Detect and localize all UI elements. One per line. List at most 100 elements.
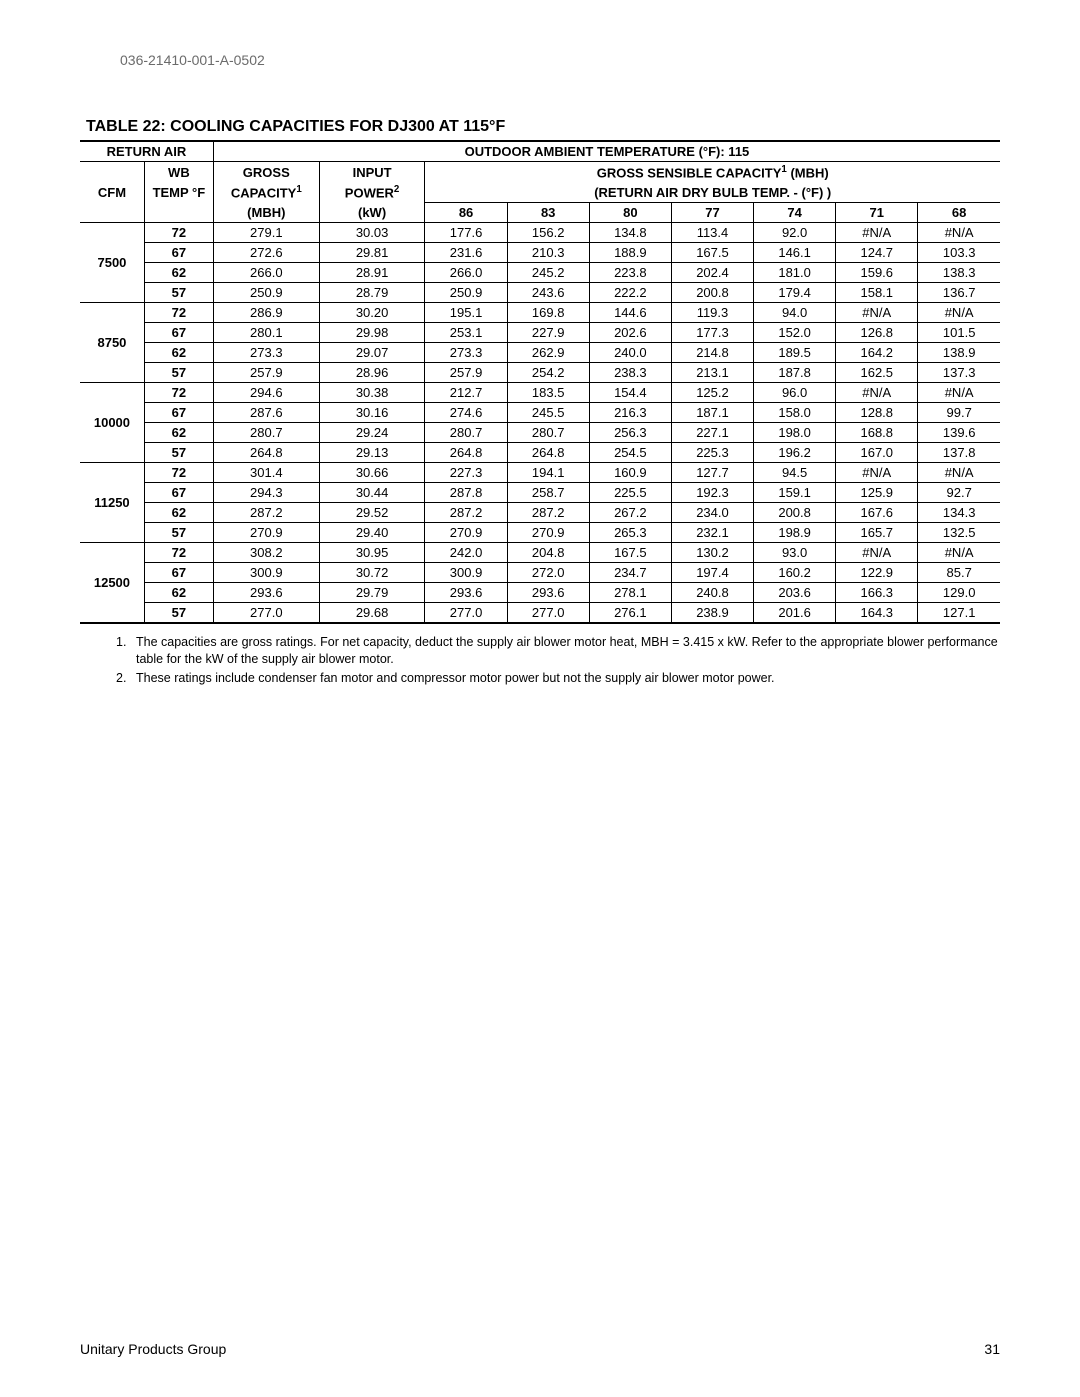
sens-cell: 201.6	[754, 603, 836, 624]
sens-cell: 158.0	[754, 403, 836, 423]
sens-cell: 129.0	[918, 583, 1000, 603]
sens-cell: 166.3	[836, 583, 918, 603]
sens-cell: 258.7	[507, 483, 589, 503]
wb-cell: 67	[144, 243, 213, 263]
sens-cell: #N/A	[836, 543, 918, 563]
sens-cell: 243.6	[507, 283, 589, 303]
sens-cell: 240.8	[671, 583, 753, 603]
hdr-sens-2: (RETURN AIR DRY BULB TEMP. - (°F) )	[425, 182, 1000, 202]
sens-cell: 280.7	[425, 423, 507, 443]
sens-cell: 156.2	[507, 223, 589, 243]
power-cell: 29.40	[319, 523, 425, 543]
sens-cell: 240.0	[589, 343, 671, 363]
footnote-2-marker: 2.	[116, 670, 136, 687]
sens-cell: 254.2	[507, 363, 589, 383]
hdr-dbtemp: 80	[589, 203, 671, 223]
sens-cell: 204.8	[507, 543, 589, 563]
hdr-wb-2: TEMP °F	[144, 182, 213, 202]
sens-cell: 212.7	[425, 383, 507, 403]
hdr-wb-1: WB	[144, 162, 213, 183]
sens-cell: 138.9	[918, 343, 1000, 363]
sens-cell: 276.1	[589, 603, 671, 624]
sens-cell: 139.6	[918, 423, 1000, 443]
sens-cell: 162.5	[836, 363, 918, 383]
sens-cell: 188.9	[589, 243, 671, 263]
sens-cell: 264.8	[425, 443, 507, 463]
sens-cell: 278.1	[589, 583, 671, 603]
wb-cell: 62	[144, 343, 213, 363]
sens-cell: 103.3	[918, 243, 1000, 263]
cfm-cell: 11250	[80, 463, 144, 543]
sens-cell: 167.5	[589, 543, 671, 563]
wb-cell: 67	[144, 563, 213, 583]
sens-cell: 167.6	[836, 503, 918, 523]
hdr-ambient: OUTDOOR AMBIENT TEMPERATURE (°F): 115	[213, 141, 1000, 162]
gross-cell: 257.9	[213, 363, 319, 383]
sens-cell: 287.8	[425, 483, 507, 503]
sens-cell: 187.8	[754, 363, 836, 383]
wb-cell: 67	[144, 483, 213, 503]
footnotes: 1. The capacities are gross ratings. For…	[116, 634, 1000, 689]
sens-cell: 152.0	[754, 323, 836, 343]
sens-cell: 113.4	[671, 223, 753, 243]
sens-cell: 225.5	[589, 483, 671, 503]
sens-cell: 250.9	[425, 283, 507, 303]
gross-cell: 294.3	[213, 483, 319, 503]
sens-cell: #N/A	[918, 543, 1000, 563]
footnote-1-text: The capacities are gross ratings. For ne…	[136, 634, 1000, 668]
power-cell: 30.20	[319, 303, 425, 323]
wb-cell: 67	[144, 403, 213, 423]
wb-cell: 72	[144, 383, 213, 403]
sens-cell: 194.1	[507, 463, 589, 483]
sens-cell: 164.2	[836, 343, 918, 363]
sens-cell: #N/A	[918, 303, 1000, 323]
wb-cell: 57	[144, 523, 213, 543]
gross-cell: 294.6	[213, 383, 319, 403]
gross-cell: 272.6	[213, 243, 319, 263]
sens-cell: 96.0	[754, 383, 836, 403]
sens-cell: 92.7	[918, 483, 1000, 503]
sens-cell: 126.8	[836, 323, 918, 343]
sens-cell: 262.9	[507, 343, 589, 363]
sens-cell: 183.5	[507, 383, 589, 403]
sens-cell: #N/A	[918, 463, 1000, 483]
sens-cell: 196.2	[754, 443, 836, 463]
gross-cell: 266.0	[213, 263, 319, 283]
gross-cell: 279.1	[213, 223, 319, 243]
sens-cell: 165.7	[836, 523, 918, 543]
sens-cell: 231.6	[425, 243, 507, 263]
gross-cell: 280.7	[213, 423, 319, 443]
wb-cell: 62	[144, 263, 213, 283]
sens-cell: 144.6	[589, 303, 671, 323]
sens-cell: 216.3	[589, 403, 671, 423]
hdr-cfm: CFM	[80, 162, 144, 223]
gross-cell: 270.9	[213, 523, 319, 543]
hdr-dbtemp: 83	[507, 203, 589, 223]
sens-cell: 253.1	[425, 323, 507, 343]
sens-cell: 277.0	[425, 603, 507, 624]
sens-cell: 137.8	[918, 443, 1000, 463]
sens-cell: 134.3	[918, 503, 1000, 523]
sens-cell: 202.6	[589, 323, 671, 343]
wb-cell: 57	[144, 443, 213, 463]
wb-cell: 72	[144, 303, 213, 323]
sens-cell: 154.4	[589, 383, 671, 403]
sens-cell: 270.9	[425, 523, 507, 543]
hdr-input-1: INPUT	[319, 162, 425, 183]
gross-cell: 277.0	[213, 603, 319, 624]
gross-cell: 301.4	[213, 463, 319, 483]
sens-cell: #N/A	[836, 303, 918, 323]
wb-cell: 72	[144, 543, 213, 563]
sens-cell: 214.8	[671, 343, 753, 363]
power-cell: 29.79	[319, 583, 425, 603]
sens-cell: 160.2	[754, 563, 836, 583]
sens-cell: 227.1	[671, 423, 753, 443]
power-cell: 30.72	[319, 563, 425, 583]
power-cell: 29.68	[319, 603, 425, 624]
sens-cell: 119.3	[671, 303, 753, 323]
sens-cell: #N/A	[918, 223, 1000, 243]
sens-cell: 169.8	[507, 303, 589, 323]
hdr-dbtemp: 68	[918, 203, 1000, 223]
sens-cell: 266.0	[425, 263, 507, 283]
wb-cell: 57	[144, 283, 213, 303]
